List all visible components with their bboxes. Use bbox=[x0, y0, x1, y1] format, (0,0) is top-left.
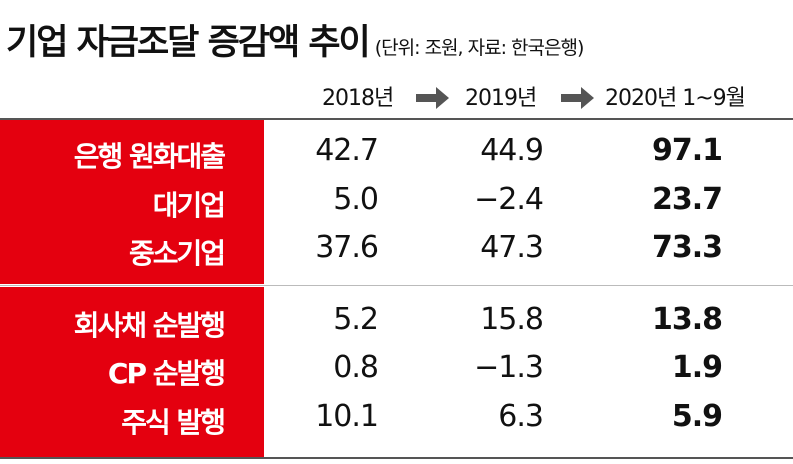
table-cell: 47.3 bbox=[480, 230, 544, 265]
column-label-2019: 2019년 bbox=[465, 86, 537, 111]
table-cell: 1.9 bbox=[671, 350, 723, 385]
title-row: 기업 자금조달 증감액 추이 (단위: 조원, 자료: 한국은행) bbox=[6, 14, 585, 66]
table-cell: 0.8 bbox=[333, 350, 379, 385]
column-label-2020: 2020년 1~9월 bbox=[605, 86, 746, 111]
table-cell: 13.8 bbox=[651, 302, 723, 337]
table-cell: 97.1 bbox=[651, 133, 723, 168]
table-cell: −1.3 bbox=[474, 350, 544, 385]
table-cell: 6.3 bbox=[498, 399, 544, 434]
label-column-group-1 bbox=[0, 120, 264, 284]
column-label-2018: 2018년 bbox=[322, 86, 394, 111]
column-header: 2018년 2019년 2020년 1~9월 bbox=[0, 80, 793, 116]
right-arrow-icon bbox=[561, 87, 594, 109]
row-label: CP 순발행 bbox=[107, 357, 226, 390]
row-label: 주식 발행 bbox=[121, 406, 226, 439]
row-label: 회사채 순발행 bbox=[73, 309, 226, 342]
table-cell: −2.4 bbox=[474, 182, 544, 217]
table-cell: 23.7 bbox=[651, 182, 723, 217]
table-cell: 5.9 bbox=[671, 399, 723, 434]
row-label: 은행 원화대출 bbox=[73, 140, 226, 173]
table-cell: 44.9 bbox=[480, 133, 544, 168]
table-cell: 37.6 bbox=[315, 230, 379, 265]
row-label: 중소기업 bbox=[128, 237, 226, 270]
group-divider bbox=[0, 285, 793, 286]
chart-title: 기업 자금조달 증감액 추이 bbox=[6, 23, 371, 63]
row-label: 대기업 bbox=[152, 189, 226, 222]
bottom-divider bbox=[0, 457, 793, 459]
right-arrow-icon bbox=[416, 87, 449, 109]
table-cell: 5.2 bbox=[333, 302, 379, 337]
table-cell: 5.0 bbox=[333, 182, 379, 217]
table-cell: 15.8 bbox=[480, 302, 544, 337]
table-cell: 73.3 bbox=[651, 230, 723, 265]
table-cell: 10.1 bbox=[315, 399, 379, 434]
label-column-group-2 bbox=[0, 287, 264, 457]
table-cell: 42.7 bbox=[315, 133, 379, 168]
unit-source-note: (단위: 조원, 자료: 한국은행) bbox=[374, 37, 585, 59]
header-divider bbox=[0, 118, 793, 120]
